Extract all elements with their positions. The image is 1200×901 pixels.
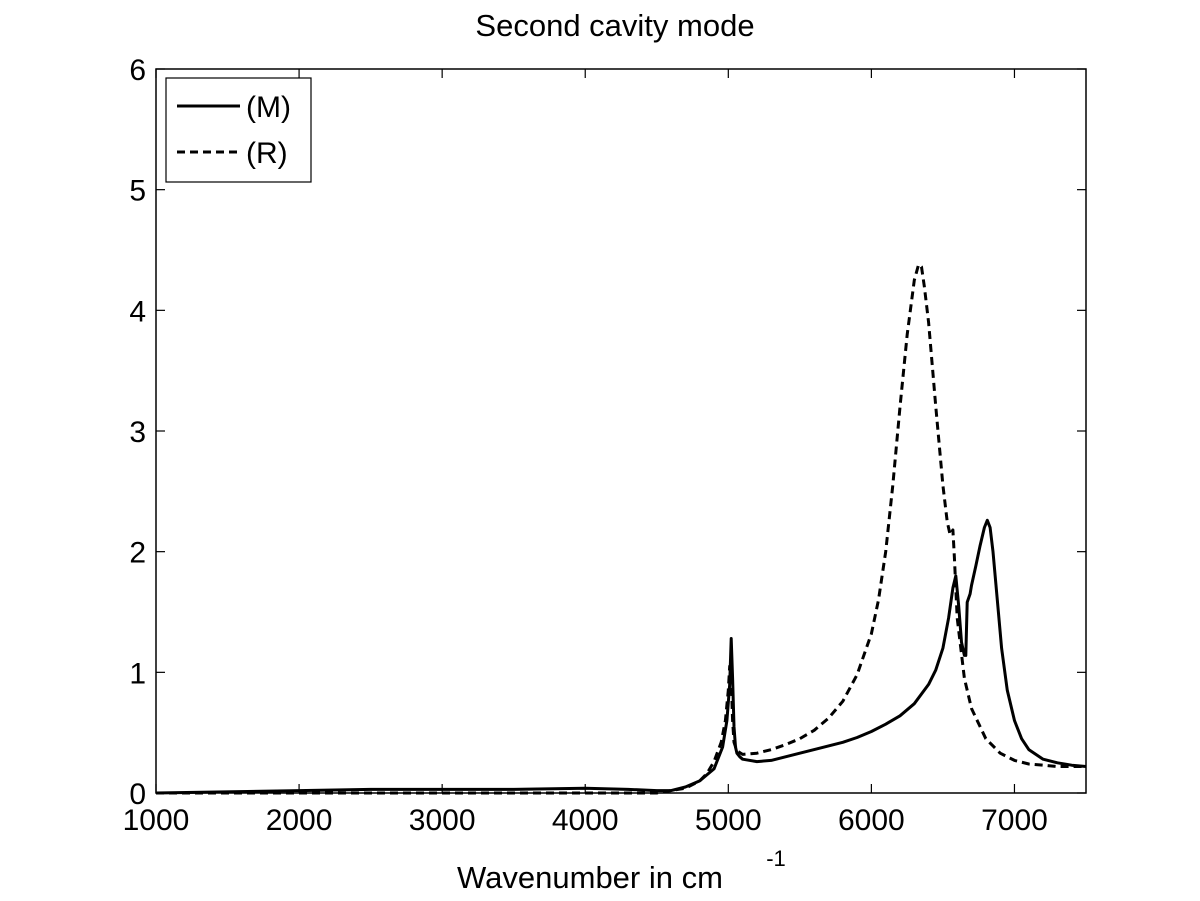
axis-ticks [155,68,1086,794]
y-tick-label: 6 [129,54,146,87]
x-axis-label: Wavenumber in cm [457,860,723,895]
x-tick-label: 5000 [695,804,762,837]
x-tick-label: 2000 [266,804,333,837]
series-layer [155,263,1087,795]
y-tick-label: 4 [129,295,146,328]
axis-tick-labels: 1000 2000 3000 4000 5000 6000 7000 0 1 2 3 4 5 6 [123,54,1048,837]
legend: (M) (R) [165,77,312,183]
y-tick-label: 0 [129,778,146,811]
legend-box [165,77,312,183]
x-tick-label: 6000 [838,804,905,837]
x-tick-label: 4000 [552,804,619,837]
y-tick-label: 1 [129,657,146,690]
y-tick-label: 3 [129,416,146,449]
legend-label-m: (M) [246,91,291,124]
y-tick-label: 5 [129,175,146,208]
chart-title: Second cavity mode [475,8,754,43]
y-tick-label: 2 [129,537,146,570]
x-tick-label: 3000 [409,804,476,837]
series-line-r [156,263,1086,795]
x-axis-label-superscript: -1 [766,846,786,871]
x-tick-label: 1000 [123,804,190,837]
series-line-m [155,518,1087,795]
legend-label-r: (R) [246,137,288,170]
x-tick-label: 7000 [981,804,1048,837]
